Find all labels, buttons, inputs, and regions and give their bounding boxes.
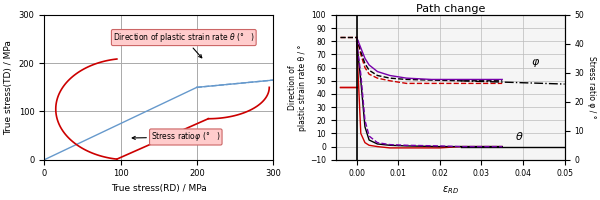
Text: $\varphi$: $\varphi$ [532,57,541,69]
Y-axis label: True stress(TD) / MPa: True stress(TD) / MPa [4,40,13,135]
Text: Stress ratio$\varphi$ (°   ): Stress ratio$\varphi$ (° ) [132,130,221,143]
Text: Direction of plastic strain rate $\theta$ (°   ): Direction of plastic strain rate $\theta… [113,31,254,58]
Y-axis label: Stress ratio φ / °: Stress ratio φ / ° [587,56,596,119]
Text: $\theta$: $\theta$ [515,130,523,142]
Y-axis label: Direction of
plastic strain rate θ / °: Direction of plastic strain rate θ / ° [288,44,307,131]
X-axis label: True stress(RD) / MPa: True stress(RD) / MPa [111,184,206,193]
X-axis label: $\varepsilon_{RD}$: $\varepsilon_{RD}$ [442,184,458,196]
Title: Path change: Path change [416,4,485,14]
